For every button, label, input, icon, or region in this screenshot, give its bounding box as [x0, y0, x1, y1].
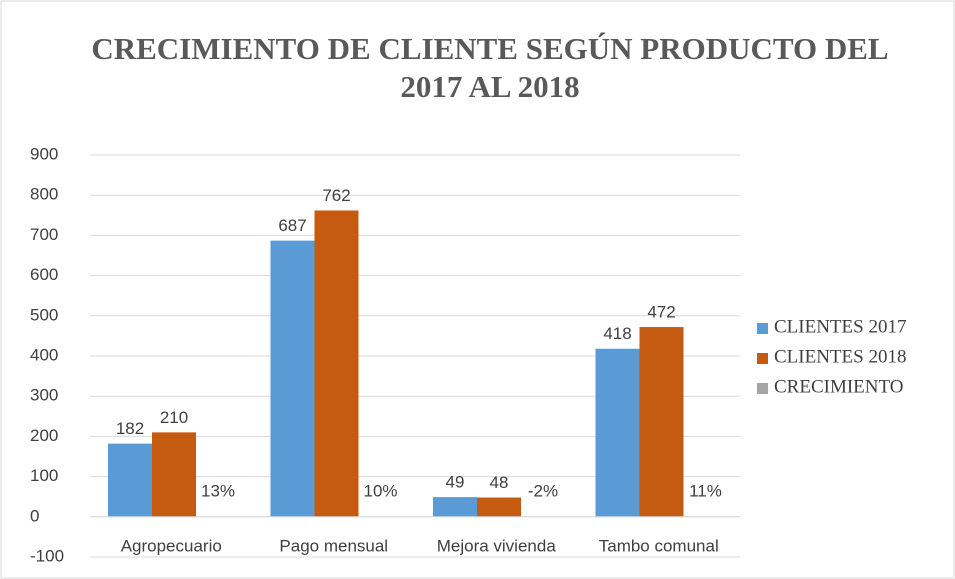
- legend-swatch: [757, 353, 768, 364]
- bar: [270, 240, 315, 517]
- bar: [152, 432, 196, 517]
- y-tick-label: 100: [30, 466, 58, 485]
- bar: [595, 348, 640, 517]
- y-tick-label: 300: [30, 386, 58, 405]
- data-label: 687: [278, 216, 306, 235]
- legend-label: CLIENTES 2018: [774, 346, 906, 367]
- bar: [433, 497, 477, 517]
- x-tick-label: Mejora vivienda: [437, 536, 557, 555]
- bar: [477, 497, 521, 517]
- data-label: -2%: [528, 481, 558, 500]
- y-tick-label: -100: [30, 546, 64, 565]
- legend-swatch: [757, 323, 768, 334]
- bar: [108, 443, 152, 517]
- y-tick-label: 800: [30, 185, 58, 204]
- y-tick-label: 600: [30, 265, 58, 284]
- y-tick-label: 0: [30, 506, 39, 525]
- y-tick-label: 200: [30, 426, 58, 445]
- data-label: 48: [490, 473, 509, 492]
- data-label: 11%: [689, 481, 722, 500]
- data-label: 418: [603, 324, 631, 343]
- x-tick-label: Pago mensual: [279, 536, 388, 555]
- legend-label: CRECIMIENTO: [774, 376, 903, 397]
- data-label: 182: [116, 419, 144, 438]
- data-label: 10%: [363, 481, 397, 500]
- y-tick-label: 400: [30, 345, 58, 364]
- data-label: 210: [160, 408, 188, 427]
- x-tick-label: Tambo comunal: [599, 536, 719, 555]
- chart-title: CRECIMIENTO DE CLIENTE SEGÚN PRODUCTO DE…: [91, 31, 888, 104]
- y-tick-label: 700: [30, 225, 58, 244]
- data-label: 762: [322, 186, 350, 205]
- data-label: 13%: [201, 481, 235, 500]
- y-tick-label: 500: [30, 305, 58, 324]
- data-label: 49: [446, 473, 465, 492]
- data-label: 472: [647, 303, 675, 322]
- bar: [314, 210, 359, 517]
- x-tick-label: Agropecuario: [121, 536, 222, 555]
- legend-swatch: [757, 383, 768, 394]
- bar: [639, 327, 684, 517]
- legend-label: CLIENTES 2017: [774, 316, 906, 337]
- y-tick-label: 900: [30, 144, 58, 163]
